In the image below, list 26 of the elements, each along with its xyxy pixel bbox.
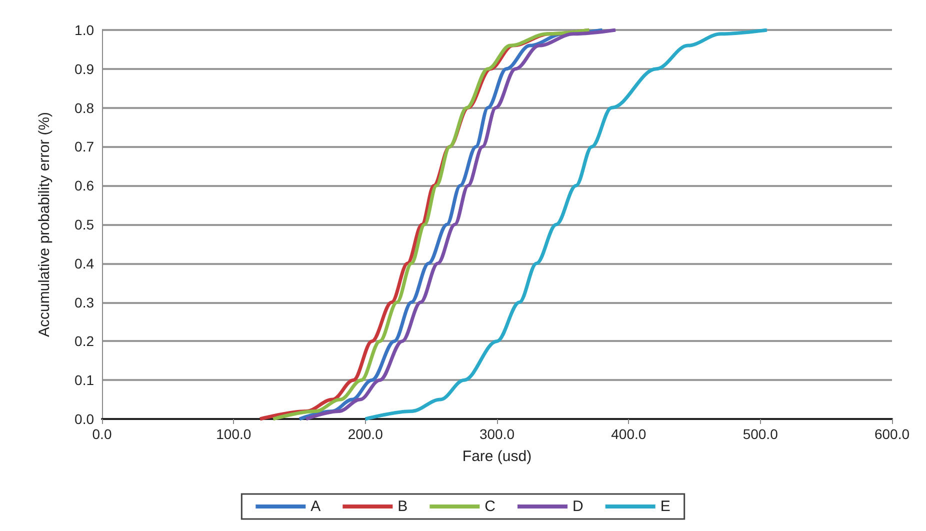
x-tick-label: 300.0	[479, 426, 515, 442]
x-axis-title: Fare (usd)	[462, 448, 532, 465]
line-series	[364, 28, 769, 421]
y-tick-label: 0.8	[74, 100, 94, 116]
legend-label: A	[310, 498, 321, 515]
y-tick-label: 1.0	[74, 22, 94, 38]
legend-label: D	[572, 498, 584, 515]
y-tick-label: 0.4	[74, 255, 94, 272]
y-tick-label: 0.2	[74, 333, 94, 350]
x-tick-label: 600.0	[874, 426, 910, 442]
x-tick-label: 0.0	[92, 426, 112, 442]
x-tick-label: 200.0	[348, 426, 384, 442]
legend-label: E	[660, 498, 670, 515]
legend-label: B	[398, 498, 408, 515]
y-axis-title: Accumulative probability error (%)	[36, 112, 53, 338]
y-tick-label: 0.0	[74, 411, 94, 427]
x-tick-label: 500.0	[742, 426, 778, 442]
y-tick-label: 0.6	[74, 178, 94, 194]
y-tick-label: 0.5	[74, 216, 94, 232]
legend-label: C	[484, 498, 496, 515]
y-tick-label: 0.3	[74, 294, 94, 310]
y-tick-label: 0.7	[74, 138, 94, 155]
x-tick-label: 100.0	[216, 426, 252, 442]
y-tick-label: 0.1	[74, 372, 94, 388]
x-tick-label: 400.0	[611, 426, 646, 442]
y-tick-label: 0.9	[74, 60, 94, 77]
